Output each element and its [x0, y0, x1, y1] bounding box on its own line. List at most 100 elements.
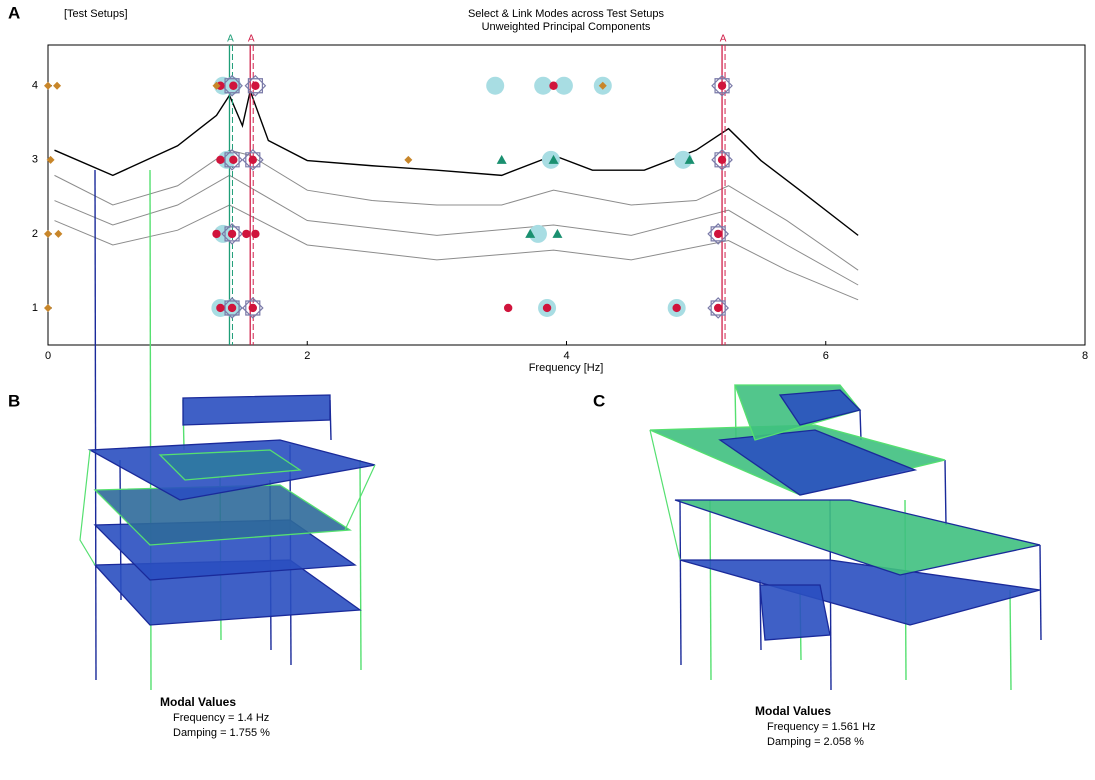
marker-dot	[713, 303, 723, 313]
floor-plate	[679, 559, 1041, 626]
marker-selected	[221, 74, 243, 97]
marker-diamond	[46, 155, 55, 164]
column	[859, 409, 862, 441]
marker-diamond	[598, 81, 607, 90]
modal-frequency: Frequency = 1.4 Hz	[173, 712, 269, 724]
floor-plate	[674, 499, 1041, 576]
column	[94, 169, 97, 681]
column	[944, 459, 947, 526]
marker-diamond	[44, 81, 52, 90]
modal-damping: Damping = 2.058 %	[767, 736, 864, 748]
y-axis-label: [Test Setups]	[64, 8, 128, 20]
marker-dot	[672, 303, 681, 313]
panel-letter: C	[593, 391, 605, 410]
y-tick-label: 1	[32, 302, 38, 314]
y-tick-label: 4	[32, 80, 38, 92]
marker-dot	[216, 155, 225, 165]
marker-triangle	[496, 154, 507, 164]
mode-label: A	[720, 34, 727, 45]
chart-a: A Select & Link Modes across Test Setups…	[8, 3, 1088, 373]
modal-heading: Modal Values	[755, 704, 831, 718]
marker-selected	[707, 223, 730, 245]
modal-heading: Modal Values	[160, 695, 236, 709]
spectrum-line	[54, 149, 859, 271]
marker-selected	[221, 148, 243, 171]
marker-dot	[251, 229, 260, 239]
marker-circle	[486, 76, 505, 95]
marker-diamond	[54, 229, 63, 238]
marker-selected	[711, 74, 733, 97]
spectrum-line	[54, 174, 859, 286]
marker-circle	[674, 150, 693, 169]
marker-selected	[221, 223, 243, 245]
marker-selected	[221, 297, 243, 319]
panel-letter: A	[8, 3, 20, 22]
x-tick-label: 0	[45, 350, 51, 362]
mode-label: A	[227, 34, 234, 45]
marker-dot	[216, 303, 225, 313]
brace	[344, 464, 376, 531]
chart-subtitle: Unweighted Principal Components	[482, 21, 651, 33]
marker-dot	[248, 303, 258, 313]
marker-dot	[229, 81, 238, 90]
panel-b: B Modal Values Frequency = 1.4 Hz Dampin…	[8, 169, 376, 739]
plot-frame	[47, 44, 1086, 346]
marker-triangle	[684, 154, 695, 164]
marker-circle	[528, 224, 547, 243]
column	[359, 459, 362, 671]
floor-plate	[718, 429, 918, 496]
floor-plate	[182, 394, 331, 426]
marker-selected	[241, 297, 264, 319]
brace	[649, 429, 681, 561]
marker-dot	[251, 81, 260, 90]
marker-dot	[717, 155, 727, 165]
column	[1039, 544, 1042, 641]
column	[1009, 589, 1012, 691]
x-axis-label: Frequency [Hz]	[529, 362, 604, 374]
marker-circle	[217, 150, 236, 169]
chart-title: Select & Link Modes across Test Setups	[468, 8, 665, 20]
panel-c: C Modal Values Frequency = 1.561 Hz Damp…	[593, 384, 1042, 748]
marker-selected	[711, 148, 733, 171]
marker-triangle	[548, 154, 559, 164]
x-tick-label: 6	[823, 350, 829, 362]
y-tick-label: 2	[32, 228, 38, 240]
x-tick-label: 8	[1082, 350, 1088, 362]
marker-triangle	[552, 228, 563, 238]
marker-dot	[229, 155, 238, 165]
floor-plate	[778, 389, 862, 426]
marker-dot	[242, 229, 251, 239]
marker-circle	[534, 76, 553, 95]
modal-frequency: Frequency = 1.561 Hz	[767, 721, 876, 733]
spectrum-line	[54, 204, 859, 301]
marker-dot	[549, 81, 558, 90]
marker-circle	[213, 224, 232, 243]
marker-dot	[227, 229, 237, 239]
marker-dot	[503, 303, 513, 313]
brace	[79, 449, 96, 566]
marker-triangle	[525, 228, 536, 238]
marker-dot	[227, 303, 237, 313]
marker-dot	[248, 155, 258, 165]
x-tick-label: 2	[304, 350, 310, 362]
marker-diamond	[44, 303, 52, 312]
marker-dot	[717, 81, 727, 90]
marker-selected	[707, 297, 730, 319]
floor-plate	[759, 584, 831, 641]
y-tick-label: 3	[32, 154, 38, 166]
spectrum-line	[54, 88, 859, 236]
marker-dot	[713, 229, 723, 239]
panel-letter: B	[8, 391, 20, 410]
column	[679, 499, 682, 666]
marker-selected	[244, 74, 267, 97]
marker-selected	[241, 148, 264, 171]
modal-damping: Damping = 1.755 %	[173, 727, 270, 739]
marker-circle	[554, 76, 573, 95]
mode-label: A	[248, 34, 255, 45]
column	[709, 499, 712, 681]
marker-diamond	[44, 229, 52, 238]
floor-plate	[158, 449, 302, 481]
x-tick-label: 4	[563, 350, 569, 362]
